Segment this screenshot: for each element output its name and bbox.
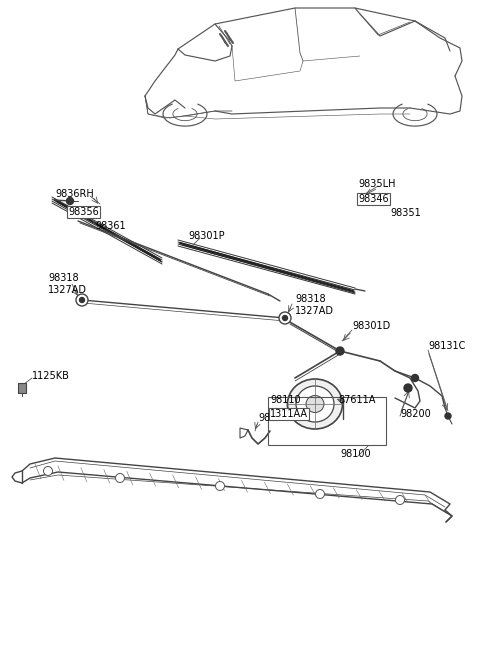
Circle shape [216, 482, 225, 491]
Circle shape [67, 197, 73, 205]
Text: 9835LH: 9835LH [358, 179, 396, 189]
Text: 98200: 98200 [400, 409, 431, 419]
Ellipse shape [288, 379, 343, 429]
Text: 1125KB: 1125KB [32, 371, 70, 381]
Circle shape [404, 384, 412, 392]
Circle shape [336, 347, 344, 355]
Circle shape [315, 489, 324, 499]
Text: 9836RH: 9836RH [55, 189, 94, 199]
Bar [18, 383, 26, 393]
Circle shape [283, 316, 288, 321]
Circle shape [80, 298, 84, 302]
Text: 98356: 98356 [68, 207, 99, 217]
Text: 98301P: 98301P [188, 231, 225, 241]
Text: 98100: 98100 [340, 449, 371, 459]
Circle shape [279, 312, 291, 324]
Circle shape [411, 375, 419, 382]
Circle shape [396, 495, 405, 504]
Text: 98150I: 98150I [258, 413, 292, 423]
Circle shape [44, 466, 52, 476]
Text: 98318: 98318 [295, 294, 325, 304]
Text: 98110: 98110 [270, 395, 300, 405]
Text: 87611A: 87611A [338, 395, 375, 405]
Text: 98131C: 98131C [428, 341, 466, 351]
Text: 1327AD: 1327AD [48, 285, 87, 295]
Text: 98351: 98351 [390, 208, 421, 218]
Text: 1327AD: 1327AD [295, 306, 334, 316]
Ellipse shape [306, 396, 324, 413]
Circle shape [116, 474, 124, 483]
Circle shape [445, 413, 451, 419]
Text: 98318: 98318 [48, 273, 79, 283]
Ellipse shape [296, 386, 334, 422]
Text: 1311AA: 1311AA [270, 409, 308, 419]
Bar [268, 397, 386, 445]
Text: 98301D: 98301D [352, 321, 390, 331]
Circle shape [76, 294, 88, 306]
Text: 98346: 98346 [358, 194, 389, 204]
Text: 98361: 98361 [95, 221, 126, 231]
